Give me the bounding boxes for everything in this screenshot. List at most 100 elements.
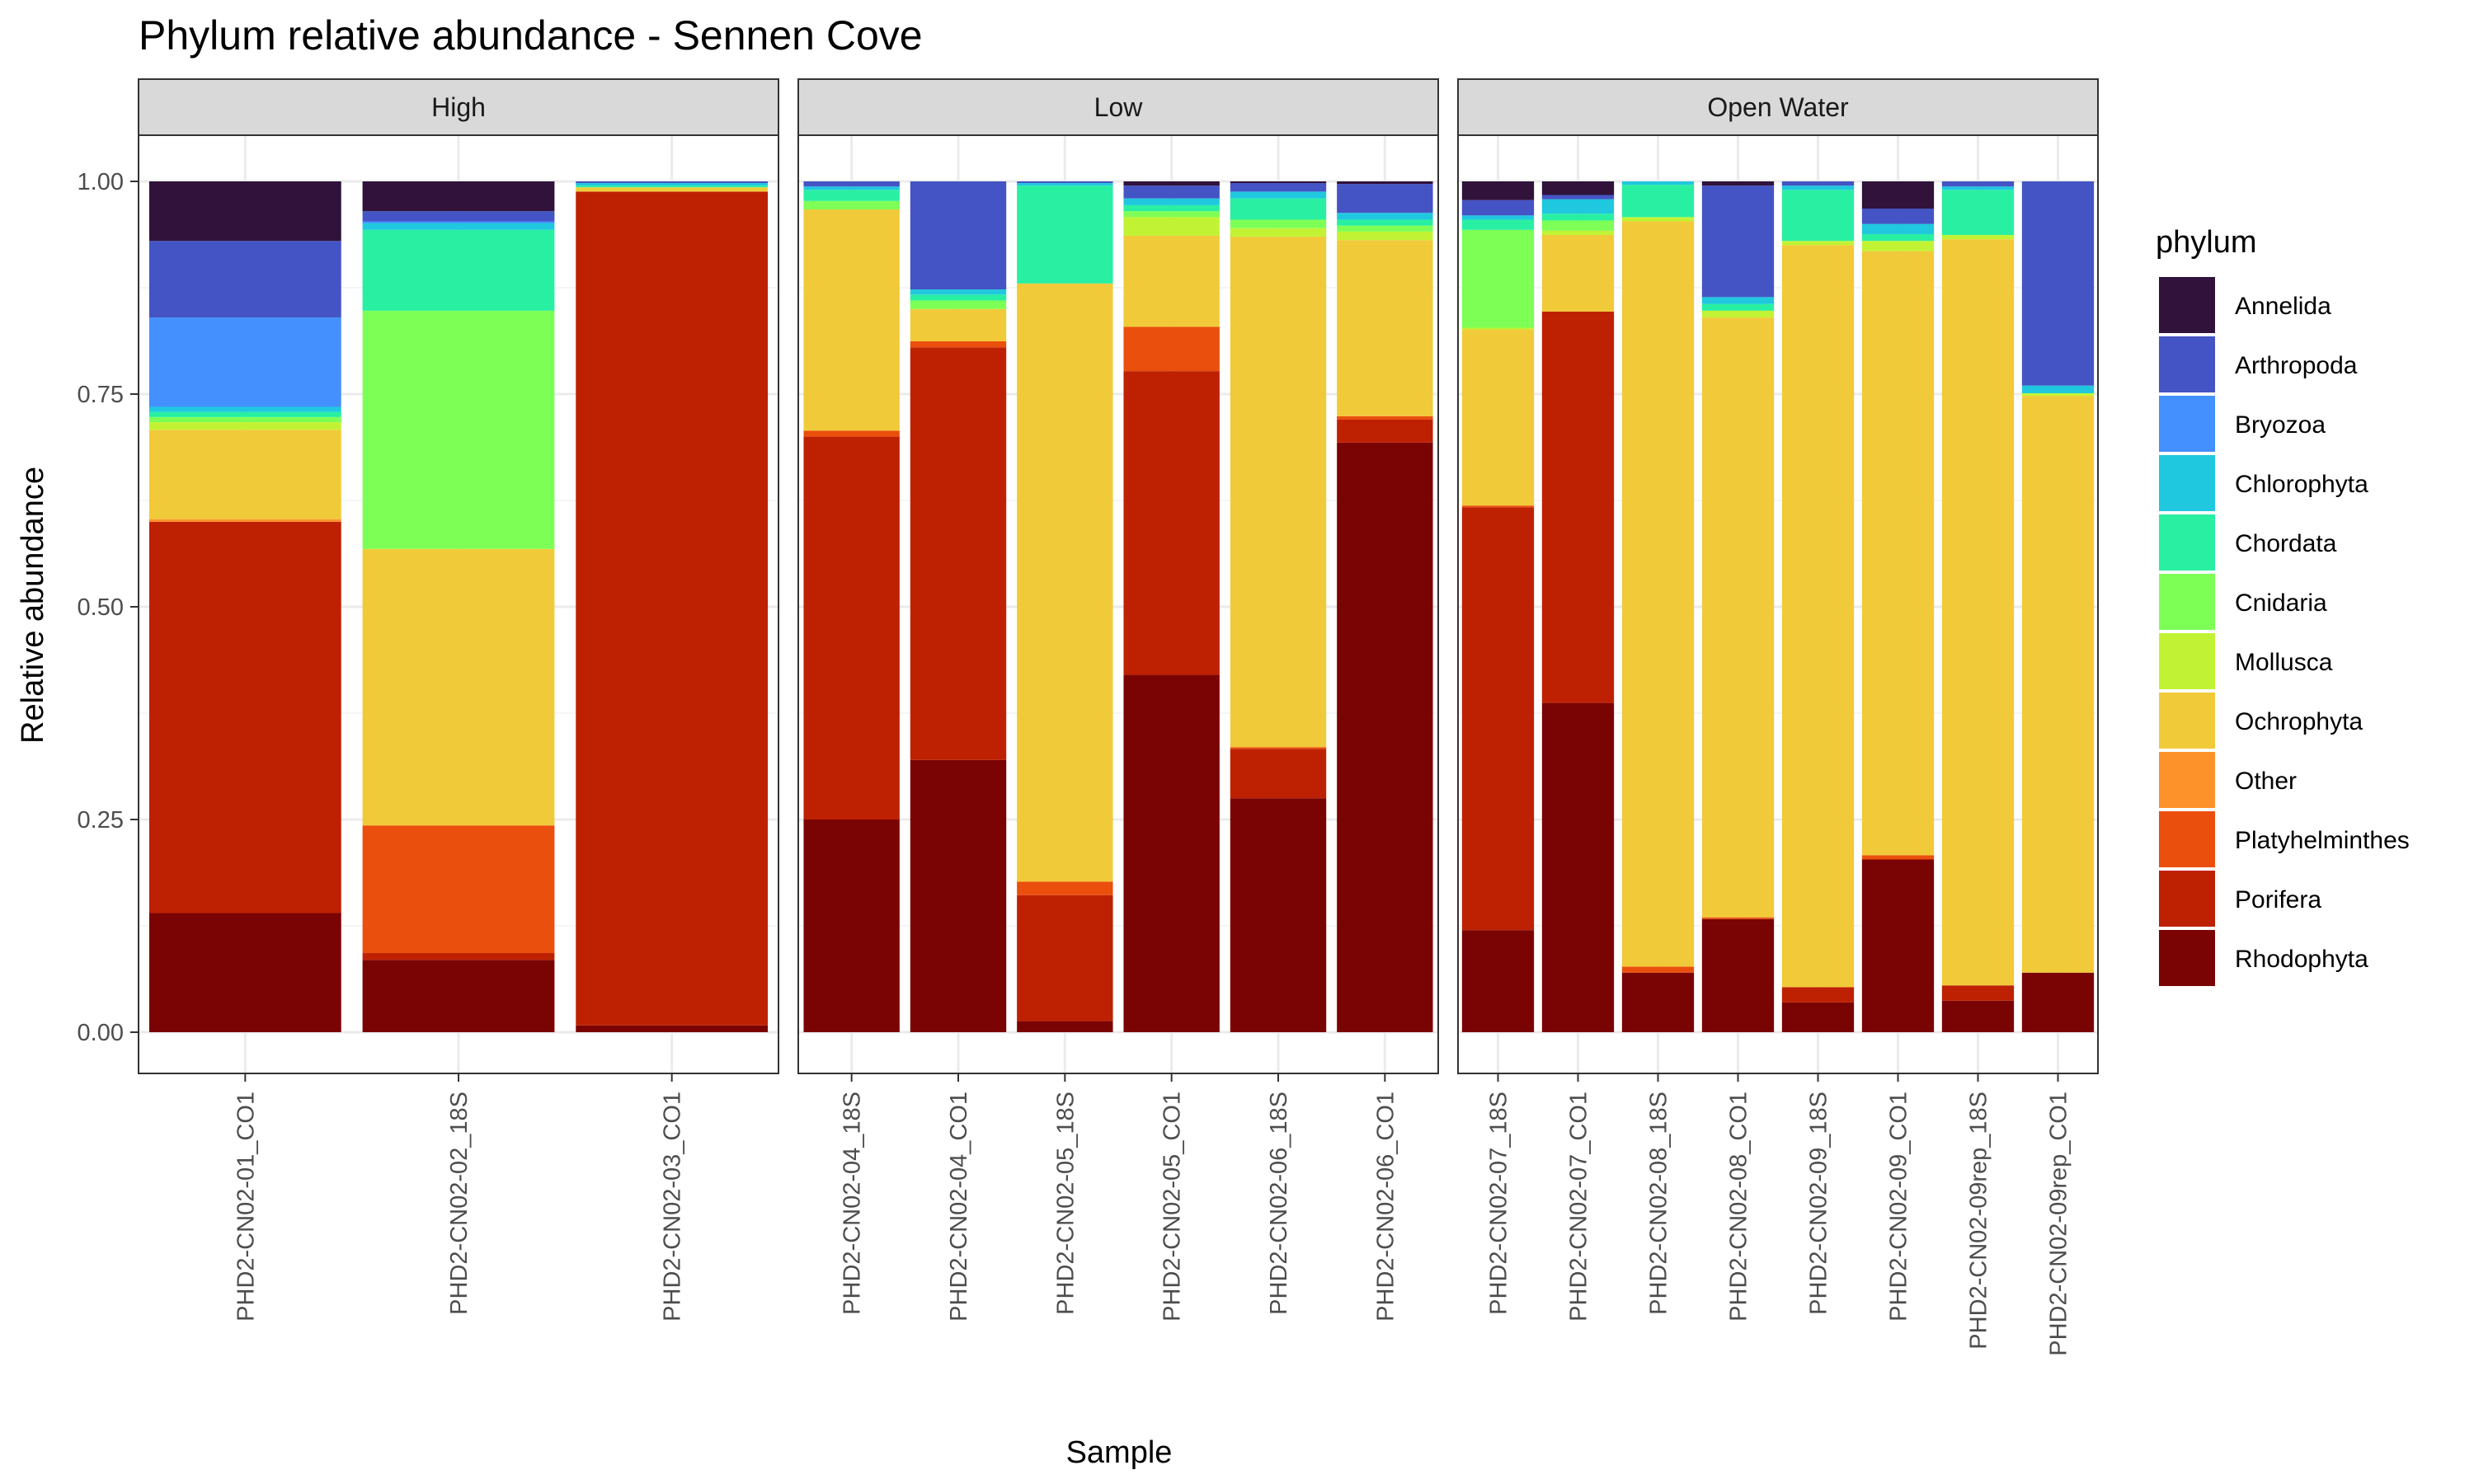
bar-segment-porifera [1230,749,1327,799]
bar-phd2-cn02-06-co1 [1337,181,1433,1032]
bar-segment-rhodophyta [362,960,555,1032]
bar-segment-mollusca [1621,217,1695,222]
x-tick-label: PHD2-CN02-04_CO1 [946,1092,972,1322]
bar-segment-ochrophyta [1230,237,1327,748]
bar-segment-ochrophyta [1941,239,2015,986]
bar-segment-chordata [910,294,1007,301]
bar-segment-chordata [362,229,555,311]
bar-segment-annelida [1230,181,1327,184]
bar-segment-platyhelminthes [1461,505,1535,508]
legend-label: Chordata [2235,530,2337,557]
bar-segment-mollusca [148,422,341,430]
bar-segment-porifera [1781,987,1855,1003]
y-tick-label: 0.50 [78,594,124,621]
bar-segment-arthropoda [1123,186,1220,199]
facet-open-water: PHD2-CN02-07_18S PHD2-CN02-07_CO1 PHD2-CN0… [1457,78,2099,1356]
bar-segment-platyhelminthes [1123,326,1220,372]
bar-segment-chlorophyta [1461,215,1535,220]
bar-segment-annelida [1461,181,1535,200]
legend-label: Chlorophyta [2235,471,2368,498]
legend-label: Ochrophyta [2235,708,2363,735]
bar-segment-porifera [148,521,341,913]
bar-segment-rhodophyta [803,819,900,1032]
bar-segment-rhodophyta [1861,859,1935,1032]
legend-swatch [2159,752,2215,808]
legend-swatch [2159,633,2215,689]
x-tick-label: PHD2-CN02-06_18S [1266,1092,1292,1315]
bar-segment-rhodophyta [1941,1000,2015,1032]
bar-segment-porifera [1123,371,1220,675]
x-tick-label: PHD2-CN02-06_CO1 [1372,1092,1399,1322]
legend-swatch [2159,871,2215,927]
bar-segment-porifera [910,347,1007,760]
bar-segment-ochrophyta [362,548,555,826]
bar-segment-annelida [1861,181,1935,209]
legend-label: Platyhelminthes [2235,827,2410,854]
bar-phd2-cn02-05-18s [1017,181,1113,1032]
bar-segment-chlorophyta [1541,199,1615,214]
bar-segment-rhodophyta [576,1025,769,1032]
x-tick-label: PHD2-CN02-07_CO1 [1566,1092,1592,1322]
bar-segment-rhodophyta [1337,442,1433,1032]
legend-item-chlorophyta: Chlorophyta [2159,455,2368,511]
x-tick-label: PHD2-CN02-01_CO1 [233,1092,259,1322]
bar-segment-rhodophyta [1123,674,1220,1032]
x-tick-label: PHD2-CN02-05_CO1 [1159,1092,1186,1322]
bar-segment-ochrophyta [1701,317,1775,918]
x-tick-label: PHD2-CN02-05_18S [1052,1092,1079,1315]
legend-swatch [2159,277,2215,333]
bar-segment-ochrophyta [1621,221,1695,967]
bar-segment-mollusca [1123,217,1220,237]
bar-segment-arthropoda [1017,181,1113,184]
legend-label: Annelida [2235,293,2331,320]
y-tick-label: 1.00 [78,169,124,195]
bar-segment-chlorophyta [803,186,900,190]
bar-segment-arthropoda [148,241,341,318]
bar-segment-chordata [803,190,900,201]
bar-segment-rhodophyta [1541,702,1615,1032]
bar-segment-arthropoda [576,181,769,184]
bar-segment-ochrophyta [910,308,1007,342]
bar-segment-ochrophyta [803,209,900,431]
bar-segment-porifera [1017,895,1113,1021]
legend-swatch [2159,811,2215,867]
bar-phd2-cn02-09-co1 [1861,181,1935,1032]
bar-phd2-cn02-04-18s [803,181,900,1032]
bar-segment-arthropoda [1541,195,1615,200]
bar-phd2-cn02-01-co1 [148,181,341,1032]
legend-label: Rhodophyta [2235,946,2368,973]
bar-phd2-cn02-02-18s [362,181,555,1032]
facet-panels: PHD2-CN02-01_CO1 PHD2-CN02-02_18S PHD2-CN0… [138,78,2099,1356]
legend-item-other: Other [2159,752,2297,808]
bar-segment-chordata [148,411,341,417]
chart-title: Phylum relative abundance - Sennen Cove [139,12,923,59]
bar-segment-chlorophyta [362,223,555,230]
bar-segment-ochrophyta [148,430,341,519]
bar-segment-rhodophyta [1017,1021,1113,1032]
bar-segment-cnidaria [803,200,900,210]
bar-segment-annelida [148,181,341,242]
y-axis-title: Relative abundance [16,467,50,744]
bar-segment-platyhelminthes [362,825,555,954]
legend: phylum Annelida Arthropoda Bryozoa Chloroph… [2156,225,2410,986]
bar-segment-arthropoda [1941,181,2015,187]
facet-strip [1457,78,2099,136]
x-axis-title: Sample [1066,1435,1173,1470]
bar-segment-ochrophyta [576,187,769,192]
bar-segment-arthropoda [1781,181,1855,186]
bar-segment-cnidaria [910,300,1007,309]
x-tick-label: PHD2-CN02-08_CO1 [1726,1092,1752,1322]
bar-segment-chordata [1541,214,1615,221]
legend-item-porifera: Porifera [2159,871,2321,927]
bar-segment-platyhelminthes [803,430,900,437]
bar-segment-cnidaria [1461,229,1535,328]
bar-segment-annelida [1123,181,1220,186]
bar-segment-platyhelminthes [1701,917,1775,919]
bar-segment-platyhelminthes [1017,881,1113,895]
x-tick-label: PHD2-CN02-09rep_CO1 [2046,1092,2072,1356]
bar-segment-cnidaria [1123,211,1220,218]
bar-segment-chordata [1123,204,1220,212]
bar-phd2-cn02-05-co1 [1123,181,1220,1032]
bar-segment-annelida [1701,181,1775,186]
bar-segment-porifera [1941,985,2015,1001]
